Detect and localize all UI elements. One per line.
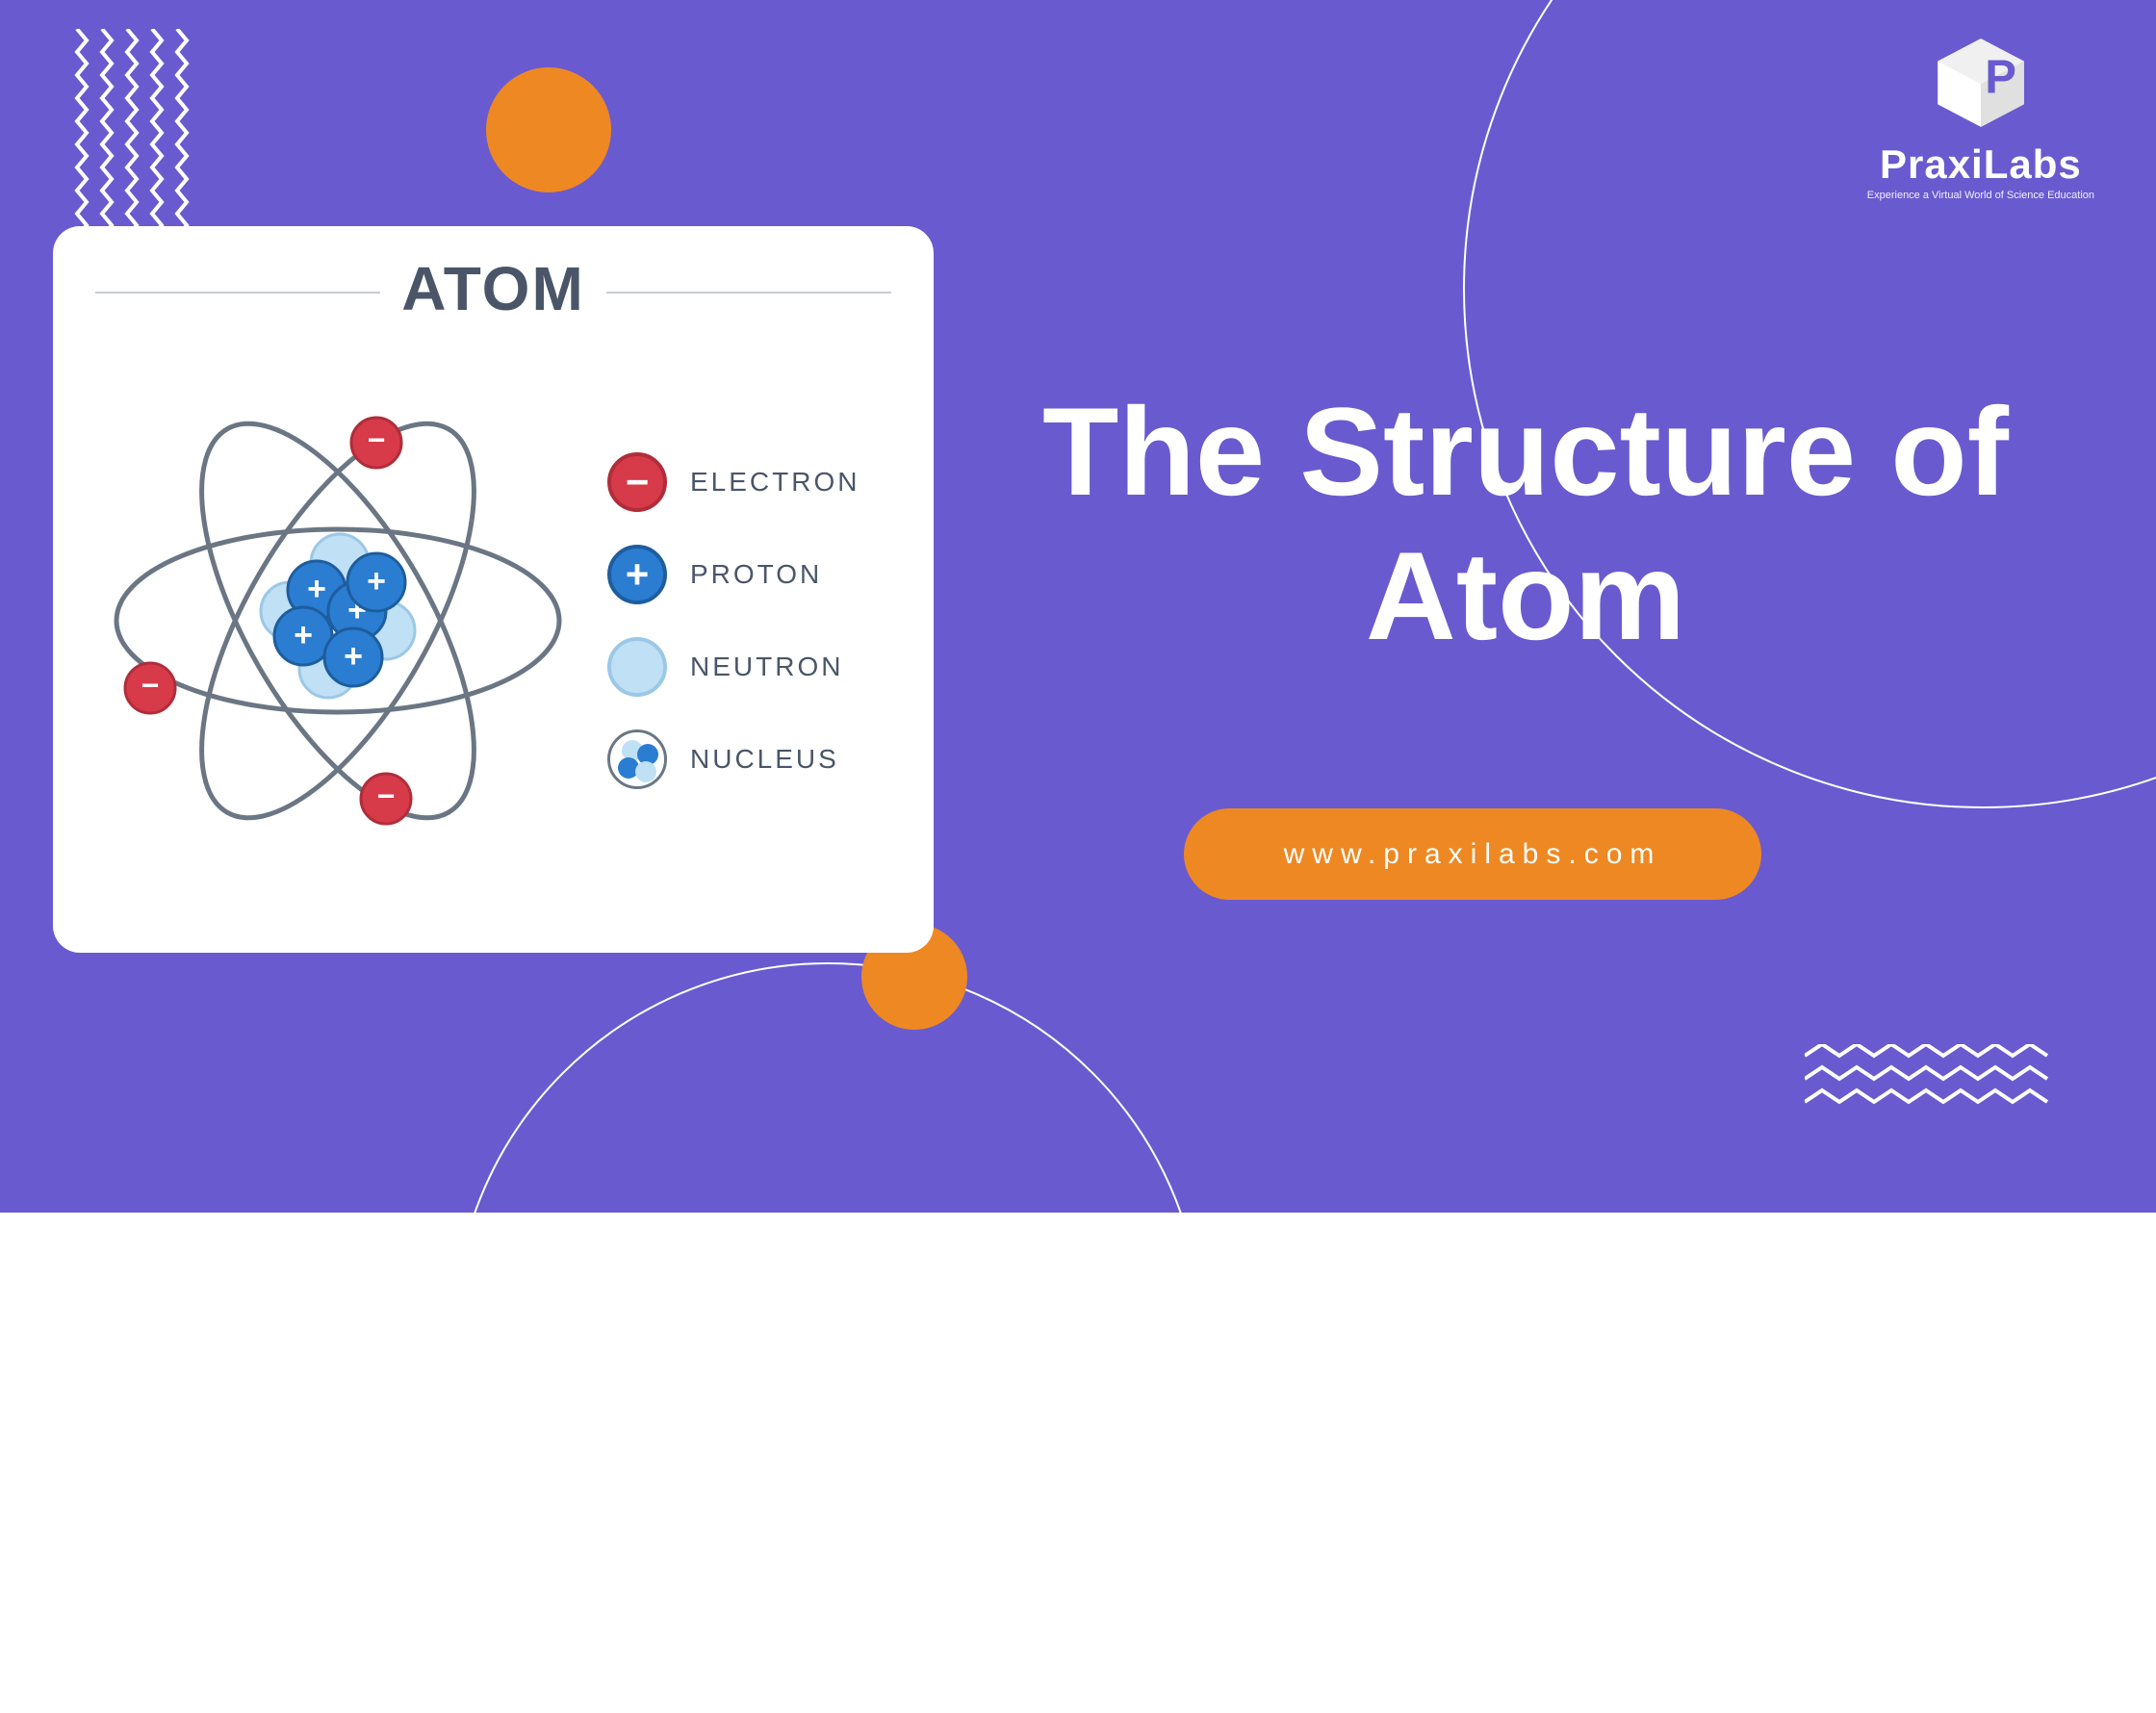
svg-text:−: − [377, 779, 396, 813]
slide-canvas: P PraxiLabs Experience a Virtual World o… [0, 0, 2156, 1213]
card-title: ATOM [401, 253, 585, 324]
zigzag-decoration-br [1805, 1044, 2055, 1121]
legend-label: NEUTRON [690, 652, 843, 682]
svg-text:−: − [368, 422, 386, 457]
svg-text:+: + [294, 617, 313, 653]
orange-circle-top [486, 67, 611, 192]
svg-text:−: − [141, 668, 160, 703]
brand-logo: P PraxiLabs Experience a Virtual World o… [1867, 37, 2094, 201]
logo-title: PraxiLabs [1867, 141, 2094, 188]
hr-left [95, 292, 380, 294]
zigzag-decoration-tl [67, 29, 192, 241]
website-pill: www.praxilabs.com [1184, 808, 1761, 900]
svg-text:+: + [367, 563, 386, 600]
legend-label: ELECTRON [690, 467, 860, 498]
atom-diagram: +++++−−− [88, 371, 588, 871]
legend-label: PROTON [690, 559, 822, 590]
page-title: The Structure of Atom [962, 380, 2089, 668]
arc-decoration-bottom [452, 962, 1203, 1713]
svg-text:+: + [344, 638, 363, 675]
hr-right [606, 292, 891, 294]
atom-card: ATOM +++++−−− −ELECTRON+PROTONNEUTRONNUC… [53, 226, 934, 953]
card-title-row: ATOM [95, 253, 891, 332]
neutron-icon [607, 637, 667, 697]
logo-cube-icon: P [1928, 37, 2034, 129]
svg-text:+: + [307, 571, 326, 607]
legend: −ELECTRON + PROTON NEUTRON NUCLEUS [600, 452, 899, 789]
legend-label: NUCLEUS [690, 744, 839, 775]
legend-item-proton: + PROTON [607, 545, 899, 604]
legend-item-electron: −ELECTRON [607, 452, 899, 512]
logo-tagline: Experience a Virtual World of Science Ed… [1867, 190, 2094, 201]
electron-icon: − [607, 452, 667, 512]
nucleus-icon [607, 729, 667, 789]
proton-icon: + [607, 545, 667, 604]
card-body: +++++−−− −ELECTRON+PROTONNEUTRONNUCLEUS [88, 351, 899, 890]
website-text: www.praxilabs.com [1284, 838, 1662, 871]
legend-item-neutron: NEUTRON [607, 637, 899, 697]
svg-text:P: P [1985, 52, 2016, 104]
legend-item-nucleus: NUCLEUS [607, 729, 899, 789]
